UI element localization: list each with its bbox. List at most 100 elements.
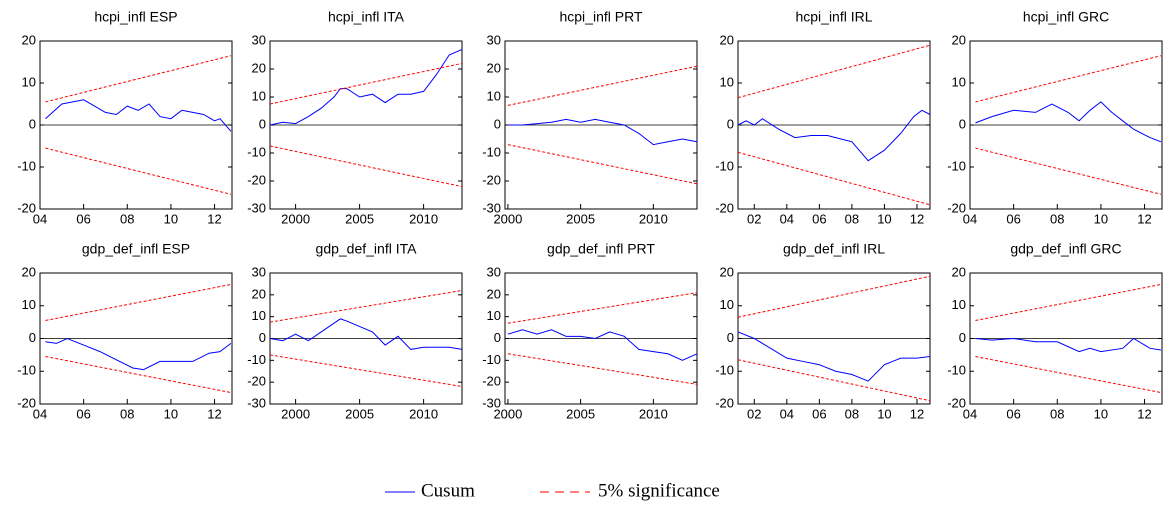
significance-line: [269, 289, 463, 323]
y-tick-label: 10: [22, 297, 36, 312]
y-tick-label: 10: [720, 297, 734, 312]
y-tick-label: -30: [482, 200, 501, 215]
y-tick-label: -20: [247, 374, 266, 389]
y-tick-label: -10: [482, 352, 501, 367]
cusum-line: [975, 101, 1162, 143]
x-tick-label: 04: [33, 211, 47, 226]
panel: hcpi_infl ESP -20 -10 0 10 20 04 06 08 10 12: [17, 9, 233, 226]
panel-title: gdp_def_infl GRC: [1010, 241, 1121, 257]
y-tick-label: -20: [482, 172, 501, 187]
cusum-line: [975, 337, 1161, 353]
significance-line: [975, 147, 1162, 195]
y-tick-label: 0: [727, 116, 734, 131]
y-tick-label: 10: [487, 308, 501, 323]
x-tick-label: 2005: [566, 406, 595, 421]
cusum-line: [507, 118, 698, 146]
x-tick-label: 06: [76, 406, 90, 421]
y-tick-label: 10: [22, 74, 36, 89]
legend-label: Cusum: [421, 480, 475, 501]
cusum-line: [269, 48, 463, 126]
x-tick-label: 10: [1094, 211, 1108, 226]
x-tick-label: 2005: [566, 211, 595, 226]
y-tick-label: 10: [720, 74, 734, 89]
y-tick-label: -20: [715, 395, 734, 410]
x-tick-label: 10: [877, 211, 891, 226]
significance-line: [45, 55, 232, 103]
y-tick-label: -20: [17, 395, 36, 410]
y-tick-label: 0: [29, 330, 36, 345]
x-tick-label: 2000: [281, 211, 310, 226]
x-tick-label: 12: [1137, 211, 1151, 226]
significance-line: [507, 65, 698, 106]
panel-title: gdp_def_infl ITA: [316, 241, 418, 257]
panel: gdp_def_infl GRC -20 -10 0 10 20 04 06 08 10 12: [947, 241, 1163, 421]
panel: hcpi_infl IRL -20 -10 0 10 20 02 04 06 08 10 12: [715, 9, 931, 226]
y-tick-label: -10: [17, 158, 36, 173]
x-tick-label: 12: [910, 406, 924, 421]
panel-title: hcpi_infl PRT: [559, 9, 642, 25]
significance-line: [975, 356, 1162, 394]
x-tick-label: 12: [910, 211, 924, 226]
panel-title: hcpi_infl IRL: [795, 9, 872, 25]
y-tick-label: 20: [487, 60, 501, 75]
y-tick-label: 20: [22, 264, 36, 279]
y-tick-label: -10: [482, 144, 501, 159]
x-tick-label: 04: [780, 406, 794, 421]
x-tick-label: 08: [1050, 211, 1064, 226]
cusum-line: [269, 318, 463, 350]
x-tick-label: 06: [812, 406, 826, 421]
y-tick-label: 0: [259, 116, 266, 131]
x-tick-label: 08: [120, 406, 134, 421]
panel-title: hcpi_infl ESP: [94, 9, 177, 25]
x-tick-label: 10: [877, 406, 891, 421]
x-tick-label: 08: [1050, 406, 1064, 421]
y-tick-label: -20: [947, 395, 966, 410]
x-tick-label: 04: [963, 406, 977, 421]
y-tick-label: 10: [952, 74, 966, 89]
x-tick-label: 2010: [639, 211, 668, 226]
x-tick-label: 08: [845, 406, 859, 421]
y-tick-label: -10: [247, 352, 266, 367]
y-tick-label: 0: [959, 330, 966, 345]
y-tick-label: 20: [487, 286, 501, 301]
cusum-line: [45, 99, 232, 132]
y-tick-label: 20: [720, 264, 734, 279]
y-tick-label: -10: [247, 144, 266, 159]
y-tick-label: 0: [494, 330, 501, 345]
x-tick-label: 04: [780, 211, 794, 226]
x-tick-label: 10: [164, 211, 178, 226]
significance-line: [507, 353, 698, 385]
x-tick-label: 02: [747, 406, 761, 421]
y-tick-label: -20: [247, 172, 266, 187]
y-tick-label: 0: [959, 116, 966, 131]
panel-title: hcpi_infl ITA: [328, 9, 405, 25]
significance-line: [975, 55, 1162, 103]
y-tick-label: -20: [947, 200, 966, 215]
y-tick-label: 30: [252, 264, 266, 279]
x-tick-label: 2000: [493, 406, 522, 421]
panel-title: gdp_def_infl IRL: [783, 241, 885, 257]
y-tick-label: 20: [252, 286, 266, 301]
panel: gdp_def_infl ESP -20 -10 0 10 20 04 06 08 10 12: [17, 241, 233, 421]
x-tick-label: 02: [747, 211, 761, 226]
panel: hcpi_infl ITA -30 -20 -10 0 10 20 30 2000 2005 201…: [247, 9, 463, 226]
panel: gdp_def_infl ITA -30 -20 -10 0 10 20 30 2000 2005…: [247, 241, 463, 421]
significance-line: [269, 354, 463, 388]
x-tick-label: 2005: [345, 406, 374, 421]
x-tick-label: 10: [164, 406, 178, 421]
x-tick-label: 06: [1006, 211, 1020, 226]
x-tick-label: 12: [1137, 406, 1151, 421]
y-tick-label: 10: [252, 88, 266, 103]
y-tick-label: 0: [29, 116, 36, 131]
significance-line: [507, 144, 698, 185]
x-tick-label: 12: [207, 406, 221, 421]
significance-line: [507, 292, 698, 324]
y-tick-label: -10: [947, 158, 966, 173]
x-tick-label: 2005: [345, 211, 374, 226]
cusum-line: [737, 109, 931, 162]
y-tick-label: 30: [252, 32, 266, 47]
panel: hcpi_infl PRT -30 -20 -10 0 10 20 30 2000 2005 201…: [482, 9, 698, 226]
y-tick-label: -30: [247, 395, 266, 410]
significance-line: [737, 151, 931, 206]
